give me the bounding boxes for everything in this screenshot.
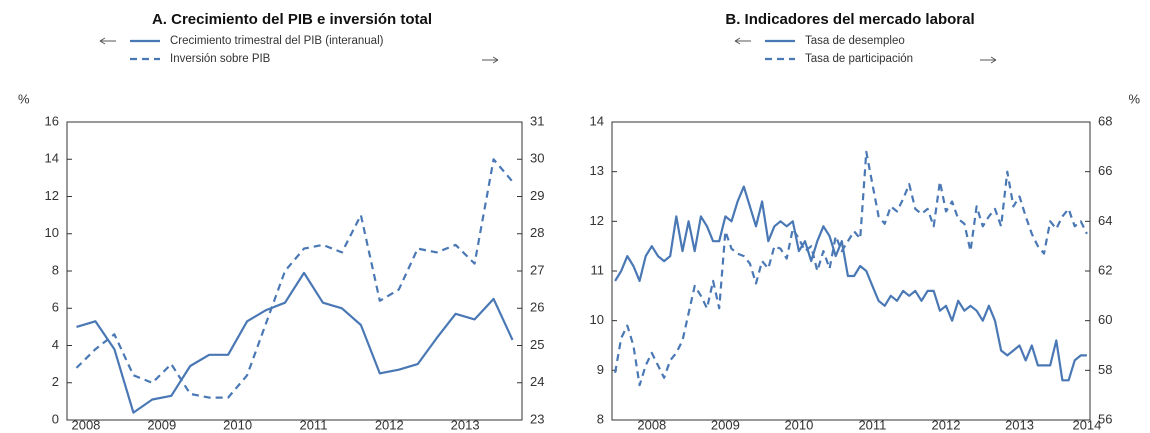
chart-title: B. Indicadores del mercado laboral [725, 11, 974, 28]
y-tick-label: 13 [590, 163, 604, 178]
data-line [614, 185, 1087, 382]
y-tick-label: 12 [590, 213, 604, 228]
y-tick-label: 12 [45, 188, 59, 203]
y2-tick-label: 25 [530, 337, 544, 352]
y-tick-label: 16 [45, 113, 59, 128]
right-arrow [482, 56, 499, 64]
left-arrow [734, 37, 751, 45]
x-tick-label: 2010 [784, 417, 813, 432]
arrows [99, 37, 997, 64]
y2-tick-label: 28 [530, 225, 544, 240]
data-line [75, 158, 514, 399]
y2-tick-label: 64 [1098, 213, 1112, 228]
right-arrow [980, 56, 997, 64]
y-tick-label: 10 [590, 312, 604, 327]
x-tick-label: 2009 [711, 417, 740, 432]
x-tick-label: 2012 [932, 417, 961, 432]
y2-tick-label: 66 [1098, 163, 1112, 178]
x-tick-label: 2014 [1072, 417, 1101, 432]
y2-tick-label: 58 [1098, 362, 1112, 377]
y-tick-label: 10 [45, 225, 59, 240]
y2-tick-label: 24 [530, 374, 544, 389]
y2-tick-label: 60 [1098, 312, 1112, 327]
chart-title: A. Crecimiento del PIB e inversión total [152, 11, 432, 28]
y-tick-label: 8 [597, 411, 604, 426]
y-tick-label: 2 [52, 374, 59, 389]
y2-tick-label: 62 [1098, 262, 1112, 277]
x-tick-label: 2013 [1005, 417, 1034, 432]
y2-tick-label: 31 [530, 113, 544, 128]
legend-label: Tasa de participación [805, 53, 913, 65]
y2-tick-label: 27 [530, 262, 544, 277]
y-tick-label: 14 [45, 151, 59, 166]
y2-tick-label: 30 [530, 151, 544, 166]
y-tick-label: 11 [591, 262, 605, 277]
y-tick-label: 0 [52, 411, 59, 426]
legend-label: Tasa de desempleo [805, 35, 905, 47]
legend-label: Inversión sobre PIB [170, 53, 271, 65]
data-line [614, 150, 1088, 387]
y2-tick-label: 23 [530, 411, 544, 426]
x-tick-label: 2009 [147, 417, 176, 432]
y2-tick-label: 29 [530, 188, 544, 203]
x-tick-label: 2012 [375, 417, 404, 432]
x-tick-label: 2010 [223, 417, 252, 432]
x-tick-label: 2008 [71, 417, 100, 432]
data-line [76, 271, 514, 414]
y-tick-label: 9 [597, 362, 604, 377]
legend-label: Crecimiento trimestral del PIB (interanu… [170, 35, 384, 47]
y2-tick-label: 68 [1098, 113, 1112, 128]
left-arrow [99, 37, 116, 45]
y-tick-label: 14 [590, 113, 604, 128]
y-axis-unit: % [18, 91, 30, 106]
x-tick-label: 2013 [451, 417, 480, 432]
y-tick-label: 6 [52, 300, 59, 315]
x-tick-label: 2011 [858, 417, 886, 432]
plot-frame [611, 121, 1091, 421]
y-tick-label: 8 [52, 262, 59, 277]
y-tick-label: 4 [52, 337, 59, 352]
y2-tick-label: 56 [1098, 411, 1112, 426]
x-tick-label: 2011 [299, 417, 327, 432]
y2-tick-label: 26 [530, 300, 544, 315]
x-tick-label: 2008 [637, 417, 666, 432]
y2-axis-unit: % [1128, 91, 1140, 106]
